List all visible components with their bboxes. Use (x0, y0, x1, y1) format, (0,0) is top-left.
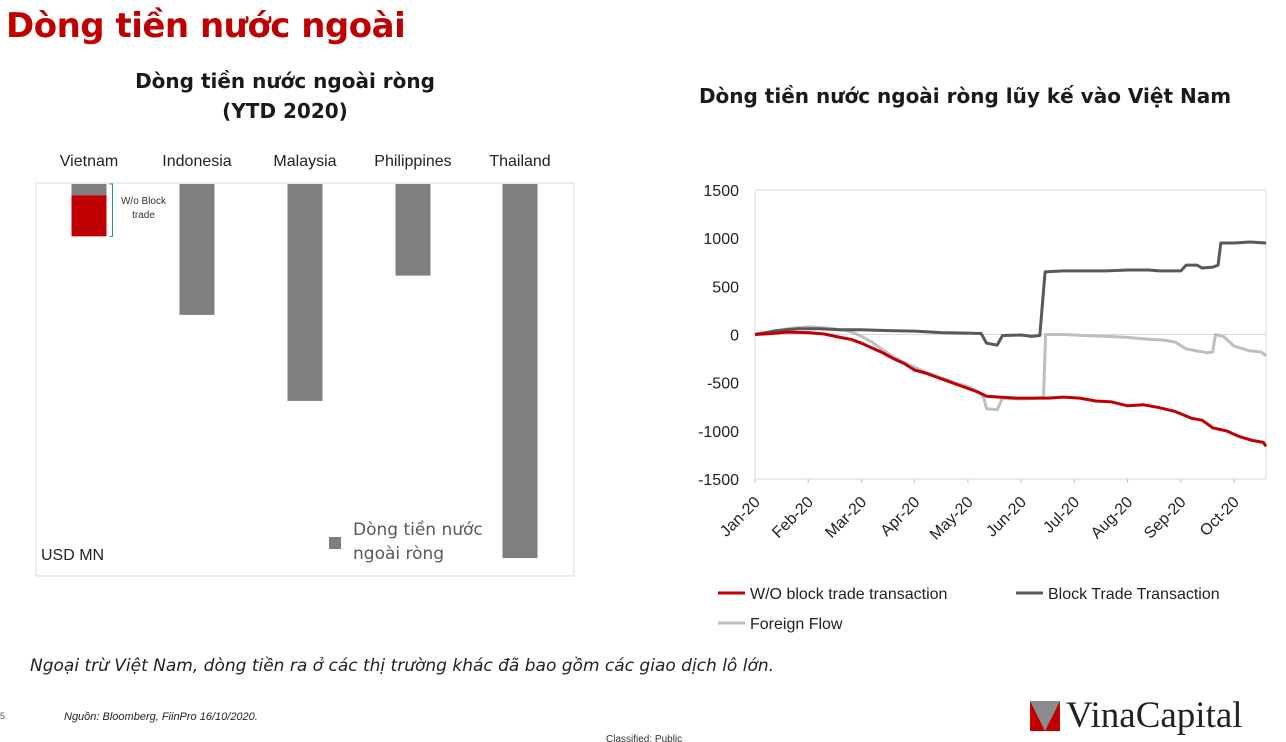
x-tick-label: Aug-20 (1088, 494, 1137, 543)
legend-swatch (329, 537, 341, 549)
right-chart-title: Dòng tiền nước ngoài ròng lũy kế vào Việ… (698, 84, 1232, 108)
left-chart-title-line2: (YTD 2020) (222, 99, 348, 123)
category-label-vietnam: Vietnam (60, 153, 118, 170)
legend-label-1: Block Trade Transaction (1048, 586, 1220, 603)
logo-text: VinaCapital (1066, 695, 1243, 736)
y-tick-label: 0 (730, 328, 739, 345)
x-tick-label: Jun-20 (983, 494, 1030, 541)
bar-indonesia (179, 184, 215, 315)
y-tick-label: 1500 (703, 183, 739, 200)
legend-label-line2: ngoài ròng (353, 544, 444, 564)
logo-mark-icon (1030, 701, 1060, 731)
y-tick-label: -1000 (698, 424, 739, 441)
category-label-philippines: Philippines (374, 153, 451, 170)
y-tick-label: -500 (707, 376, 739, 393)
x-tick-label: Mar-20 (822, 494, 870, 542)
category-label-thailand: Thailand (489, 153, 550, 170)
bar-malaysia (287, 184, 323, 401)
legend-label-line1: Dòng tiền nước (353, 519, 483, 540)
y-tick-label: 500 (712, 279, 739, 296)
annotation-bracket (109, 183, 113, 237)
x-tick-label: Apr-20 (878, 494, 924, 540)
category-label-malaysia: Malaysia (273, 153, 336, 170)
bar-plot-frame (35, 182, 575, 577)
left-chart-title: Dòng tiền nước ngoài ròng (YTD 2020) (100, 66, 470, 126)
series-line-0 (754, 330, 1268, 448)
source-note: Nguồn: Bloomberg, FiinPro 16/10/2020. (64, 711, 258, 723)
vinacapital-logo: VinaCapital (1030, 695, 1282, 738)
x-tick-label: Feb-20 (769, 494, 817, 542)
bar-philippines (395, 184, 431, 276)
y-tick-label: 1000 (703, 231, 739, 248)
bar-vietnam-block (71, 184, 107, 196)
x-tick-label: Sep-20 (1141, 494, 1190, 543)
series-line-2 (754, 325, 1267, 412)
y-tick-label: -1500 (698, 472, 739, 489)
x-tick-label: Jul-20 (1040, 494, 1083, 537)
left-chart-title-line1: Dòng tiền nước ngoài ròng (135, 69, 435, 93)
page-number: 5 (0, 711, 6, 721)
x-tick-label: Oct-20 (1197, 494, 1243, 540)
x-tick-label: May-20 (927, 494, 977, 544)
series-line-1 (754, 240, 1267, 347)
legend-label-0: W/O block trade transaction (750, 586, 947, 603)
bar-thailand (502, 184, 538, 558)
annotation-line1: W/o Block (121, 196, 167, 207)
annotation-line2: trade (132, 210, 155, 221)
category-label-indonesia: Indonesia (162, 153, 231, 170)
x-tick-label: Jan-20 (717, 494, 764, 541)
bar-vietnam-wo-block (71, 195, 107, 237)
unit-label: USD MN (41, 547, 104, 564)
legend-label-2: Foreign Flow (750, 616, 843, 633)
footnote: Ngoại trừ Việt Nam, dòng tiền ra ở các t… (30, 656, 775, 676)
classification-label: Classified: Public (606, 734, 683, 742)
page-title: Dòng tiền nước ngoài (6, 6, 406, 46)
